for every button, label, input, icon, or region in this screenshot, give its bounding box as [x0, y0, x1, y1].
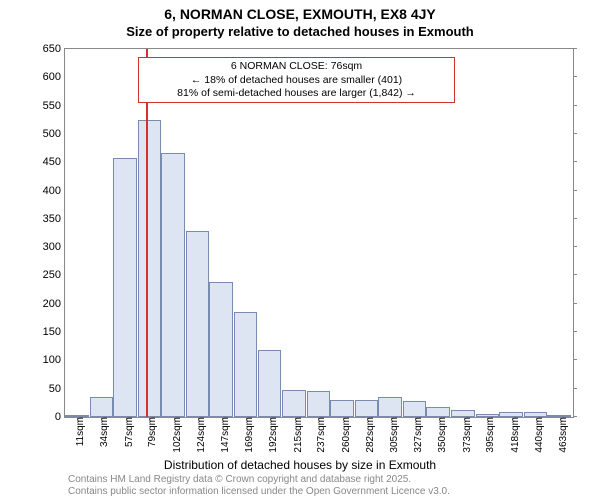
y-tick-label: 450	[43, 156, 65, 168]
histogram-bar	[476, 414, 500, 417]
x-tick-label: 192sqm	[268, 417, 279, 453]
x-tick-label: 11sqm	[75, 417, 86, 446]
y-tick-label: 200	[43, 298, 65, 310]
x-tick-label: 169sqm	[244, 417, 255, 453]
chart-title-main: 6, NORMAN CLOSE, EXMOUTH, EX8 4JY	[0, 6, 600, 22]
histogram-bar	[499, 412, 523, 417]
x-tick-label: 327sqm	[413, 417, 424, 453]
x-tick-label: 350sqm	[437, 417, 448, 453]
x-tick-label: 79sqm	[147, 417, 158, 447]
y-tick-mark	[573, 246, 577, 247]
histogram-bar	[186, 231, 210, 417]
plot-area: 0501001502002503003504004505005506006501…	[64, 48, 574, 418]
x-tick-label: 260sqm	[341, 417, 352, 453]
histogram-bar	[355, 400, 379, 417]
y-tick-label: 400	[43, 185, 65, 197]
reference-callout: 6 NORMAN CLOSE: 76sqm ← 18% of detached h…	[138, 57, 456, 102]
histogram-bar	[161, 153, 185, 417]
y-tick-label: 500	[43, 128, 65, 140]
histogram-bar	[307, 391, 331, 417]
x-tick-label: 395sqm	[485, 417, 496, 453]
y-tick-mark	[573, 105, 577, 106]
x-tick-label: 237sqm	[316, 417, 327, 453]
callout-line3: 81% of semi-detached houses are larger (…	[177, 87, 416, 99]
attribution-line1: Contains HM Land Registry data © Crown c…	[68, 474, 411, 485]
x-tick-label: 418sqm	[510, 417, 521, 453]
x-tick-label: 440sqm	[534, 417, 545, 453]
x-tick-label: 147sqm	[220, 417, 231, 453]
y-tick-label: 100	[43, 354, 65, 366]
chart-container: 6, NORMAN CLOSE, EXMOUTH, EX8 4JY Size o…	[0, 0, 600, 500]
histogram-bar	[90, 397, 114, 417]
histogram-bar	[426, 407, 450, 417]
y-tick-mark	[573, 416, 577, 417]
histogram-bar	[524, 412, 548, 417]
histogram-bar	[113, 158, 137, 417]
y-tick-label: 600	[43, 71, 65, 83]
y-tick-mark	[573, 190, 577, 191]
attribution-text: Contains HM Land Registry data © Crown c…	[68, 474, 450, 498]
y-tick-label: 0	[55, 411, 65, 423]
y-tick-mark	[573, 76, 577, 77]
x-tick-label: 102sqm	[172, 417, 183, 453]
x-tick-label: 463sqm	[558, 417, 569, 453]
y-tick-mark	[573, 161, 577, 162]
histogram-bar	[403, 401, 427, 417]
histogram-bar	[378, 397, 402, 417]
y-tick-label: 250	[43, 269, 65, 281]
x-tick-label: 124sqm	[196, 417, 207, 453]
y-tick-mark	[573, 218, 577, 219]
x-tick-label: 34sqm	[99, 417, 110, 447]
x-axis-label: Distribution of detached houses by size …	[0, 458, 600, 472]
histogram-bar	[138, 120, 162, 417]
histogram-bar	[282, 390, 306, 417]
x-tick-label: 57sqm	[124, 417, 135, 447]
y-tick-label: 550	[43, 100, 65, 112]
histogram-bar	[258, 350, 282, 417]
attribution-line2: Contains public sector information licen…	[68, 486, 450, 497]
y-tick-label: 300	[43, 241, 65, 253]
y-tick-label: 50	[49, 383, 65, 395]
chart-title-sub: Size of property relative to detached ho…	[0, 24, 600, 39]
histogram-bar	[65, 415, 89, 417]
y-tick-label: 650	[43, 43, 65, 55]
x-tick-label: 373sqm	[462, 417, 473, 453]
y-tick-mark	[573, 133, 577, 134]
x-tick-label: 305sqm	[389, 417, 400, 453]
y-tick-mark	[573, 331, 577, 332]
x-tick-label: 282sqm	[365, 417, 376, 453]
y-tick-label: 150	[43, 326, 65, 338]
callout-line1: 6 NORMAN CLOSE: 76sqm	[231, 60, 362, 72]
y-tick-mark	[573, 359, 577, 360]
y-tick-mark	[573, 303, 577, 304]
histogram-bar	[330, 400, 354, 417]
histogram-bar	[209, 282, 233, 417]
callout-line2: ← 18% of detached houses are smaller (40…	[191, 74, 402, 86]
histogram-bar	[451, 410, 475, 417]
histogram-bar	[234, 312, 258, 417]
y-tick-mark	[573, 388, 577, 389]
y-tick-label: 350	[43, 213, 65, 225]
y-tick-mark	[573, 274, 577, 275]
x-tick-label: 215sqm	[293, 417, 304, 453]
reference-line	[146, 49, 148, 417]
histogram-bar	[547, 415, 571, 417]
y-tick-mark	[573, 48, 577, 49]
